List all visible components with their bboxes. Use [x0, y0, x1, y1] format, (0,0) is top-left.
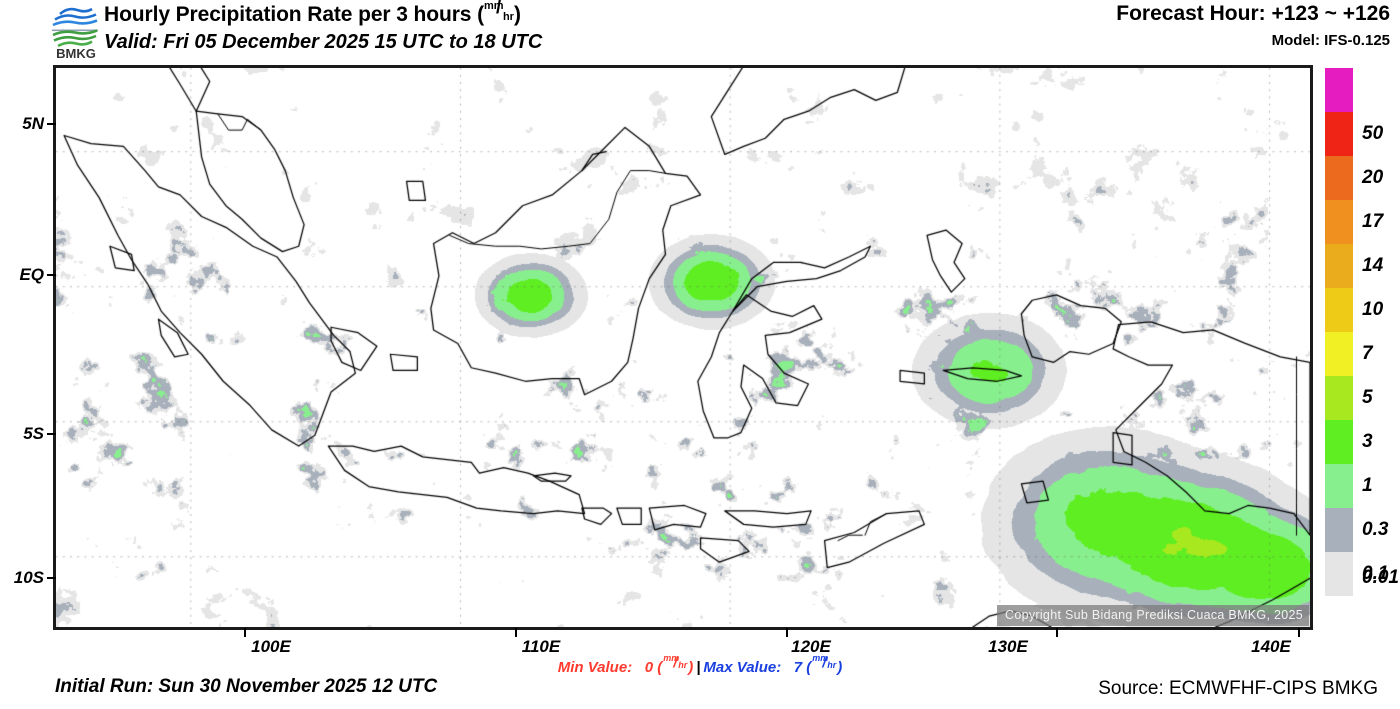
max-unit-slash: / [822, 654, 827, 670]
ytick-mark-5s [47, 433, 56, 435]
max-value-label: Max Value: [703, 659, 782, 676]
title-unit-fraction: mm / hr [484, 0, 514, 23]
min-value-label: Min Value: [557, 659, 633, 676]
title-block: Hourly Precipitation Rate per 3 hours (m… [104, 0, 543, 55]
bmkg-logo-waves [52, 7, 98, 48]
page-title: Hourly Precipitation Rate per 3 hours (m… [104, 0, 542, 28]
xtick-label-110e: 110E [521, 637, 561, 656]
ytick-label-eq: EQ [19, 265, 44, 284]
xtick-mark-110e [515, 628, 517, 637]
xtick-label-130e: 130E [988, 637, 1028, 656]
title-unit-denominator: hr [503, 11, 514, 23]
colorbar-segment-7 [1325, 376, 1353, 420]
colorbar-segment-4 [1325, 244, 1353, 288]
copyright-watermark: Copyright Sub Bidang Prediksi Cuaca BMKG… [997, 605, 1309, 626]
valid-time-label: Valid: Fri 05 December 2025 15 UTC to 18… [104, 31, 543, 53]
colorbar-label-1: 1 [1362, 475, 1373, 496]
colorbar-segment-9 [1325, 464, 1353, 508]
ytick-label-10s: 10S [13, 568, 44, 587]
colorbar [1325, 68, 1353, 596]
precipitation-map-canvas [56, 68, 1310, 627]
xtick-label-140e: 140E [1251, 637, 1291, 656]
min-unit-numerator: mm [663, 653, 680, 663]
max-unit-open: ( [806, 659, 812, 676]
colorbar-segment-6 [1325, 332, 1353, 376]
xtick-label-120e: 120E [791, 637, 831, 656]
colorbar-segment-8 [1325, 420, 1353, 464]
title-unit-numerator: mm [484, 0, 504, 12]
source-label: Source: ECMWFHF-CIPS BMKG [1098, 678, 1378, 699]
max-unit-numerator: mm [812, 653, 829, 663]
colorbar-label-0-1: 0.1 [1362, 563, 1389, 584]
colorbar-label-17: 17 [1362, 211, 1384, 232]
minmax-separator: | [696, 659, 701, 676]
xtick-mark-120e [786, 628, 788, 637]
xtick-label-100e: 100E [251, 637, 291, 656]
min-unit-open: ( [657, 659, 663, 676]
colorbar-label-10: 10 [1362, 299, 1384, 320]
xtick-mark-140e [1298, 628, 1300, 637]
title-unit-slash: / [496, 0, 502, 18]
bmkg-logo: BMKG [46, 2, 106, 60]
colorbar-segment-5 [1325, 288, 1353, 332]
max-unit-denominator: hr [827, 660, 837, 670]
min-unit-denominator: hr [678, 660, 688, 670]
min-unit-close: ) [688, 659, 694, 676]
max-unit-close: ) [837, 659, 843, 676]
colorbar-label-50: 50 [1362, 123, 1384, 144]
ytick-label-5s: 5S [23, 424, 44, 443]
map-plot-area: Copyright Sub Bidang Prediksi Cuaca BMKG… [53, 65, 1313, 630]
max-value: 7 [793, 659, 803, 676]
max-unit-fraction: mm / hr [811, 653, 837, 672]
ytick-mark-5n [47, 123, 56, 125]
colorbar-segment-1 [1325, 112, 1353, 156]
min-value: 0 [644, 659, 654, 676]
min-max-value-line: Min Value: 0 (mm / hr) | Max Value: 7 (mm / hr… [0, 653, 1400, 676]
title-close-paren: ) [514, 3, 521, 26]
model-label: Model: IFS-0.125 [1271, 32, 1390, 49]
forecast-hour-label: Forecast Hour: +123 ~ +126 [1116, 2, 1390, 25]
colorbar-segment-11 [1325, 552, 1353, 596]
colorbar-label-7: 7 [1362, 343, 1373, 364]
ytick-mark-eq [47, 274, 56, 276]
min-unit-fraction: mm / hr [662, 653, 688, 672]
colorbar-segment-3 [1325, 200, 1353, 244]
colorbar-label-0-01: 0.01 [1362, 567, 1399, 588]
colorbar-label-0-3: 0.3 [1362, 519, 1389, 540]
colorbar-segment-10 [1325, 508, 1353, 552]
colorbar-label-14: 14 [1362, 255, 1384, 276]
ytick-mark-10s [47, 577, 56, 579]
xtick-mark-100e [244, 628, 246, 637]
colorbar-label-5: 5 [1362, 387, 1373, 408]
page-title-text: Hourly Precipitation Rate per 3 hours ( [104, 3, 485, 26]
colorbar-segment-2 [1325, 156, 1353, 200]
colorbar-label-20: 20 [1362, 167, 1384, 188]
header-bar: BMKG Hourly Precipitation Rate per 3 hou… [0, 0, 1400, 62]
bmkg-logo-text: BMKG [56, 46, 96, 60]
initial-run-label: Initial Run: Sun 30 November 2025 12 UTC [55, 676, 438, 697]
min-unit-slash: / [673, 654, 678, 670]
xtick-mark-130e [1056, 628, 1058, 637]
colorbar-segment-0 [1325, 68, 1353, 112]
colorbar-label-3: 3 [1362, 431, 1373, 452]
ytick-label-5n: 5N [22, 114, 44, 133]
